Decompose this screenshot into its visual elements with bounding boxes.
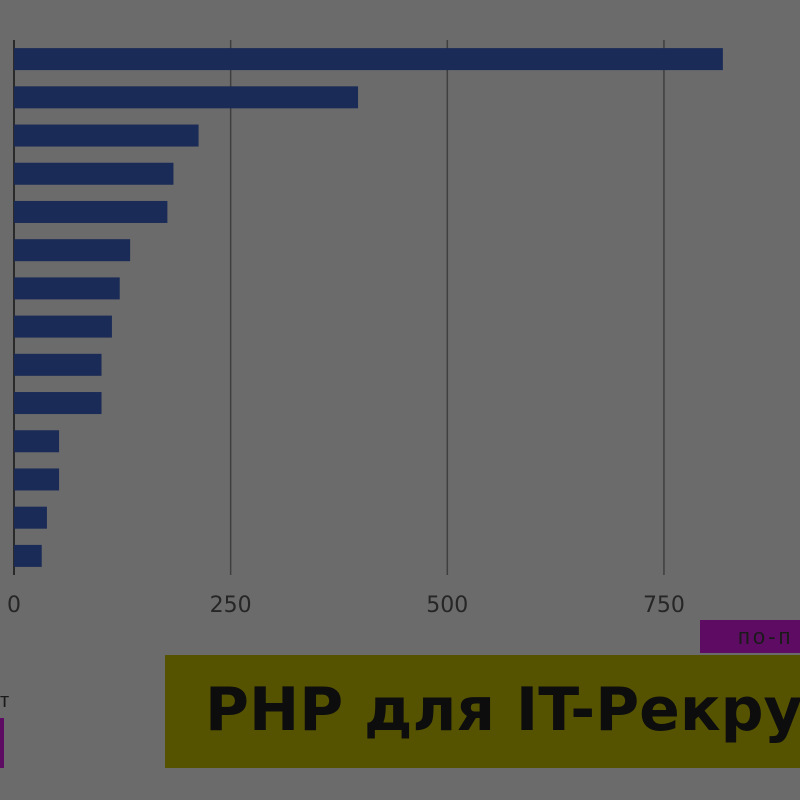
x-tick-label: 750 bbox=[643, 593, 685, 618]
side-text: т bbox=[0, 690, 10, 712]
bar bbox=[14, 48, 723, 71]
bar bbox=[14, 162, 174, 185]
bar bbox=[14, 506, 47, 529]
bar bbox=[14, 353, 102, 376]
x-tick-label: 0 bbox=[7, 593, 21, 618]
bar bbox=[14, 124, 199, 147]
banner: PHP для IT-Рекрут bbox=[165, 655, 800, 768]
bar bbox=[14, 86, 359, 109]
bar bbox=[14, 277, 120, 300]
x-tick-label: 250 bbox=[210, 593, 252, 618]
bar bbox=[14, 315, 112, 338]
x-tick-label: 500 bbox=[426, 593, 468, 618]
bar bbox=[14, 200, 168, 223]
side-bar bbox=[0, 718, 4, 768]
chart: 0 250 500 750 bbox=[7, 40, 723, 618]
bar bbox=[14, 468, 60, 491]
banner-title: PHP для IT-Рекрут bbox=[205, 675, 800, 745]
bar bbox=[14, 544, 42, 567]
bar bbox=[14, 392, 102, 415]
bar bbox=[14, 239, 131, 262]
bar bbox=[14, 430, 60, 453]
tag: по-п bbox=[700, 620, 800, 653]
